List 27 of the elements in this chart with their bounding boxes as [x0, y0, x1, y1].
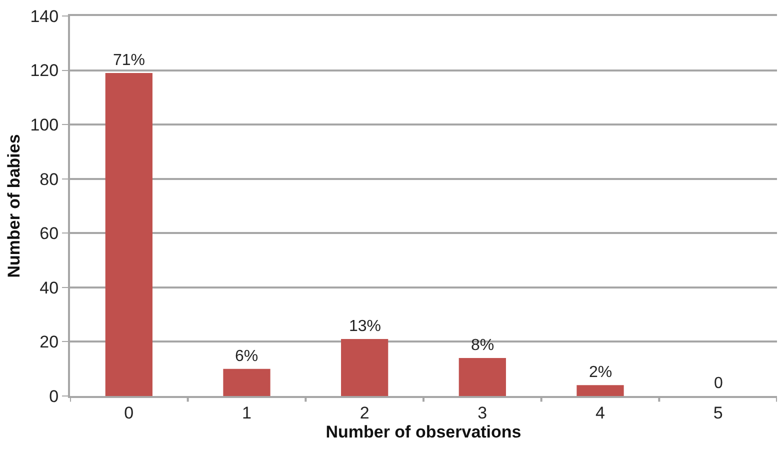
- bar: [223, 368, 270, 396]
- annotation: 0: [714, 375, 723, 392]
- y-tick-label: 100: [30, 116, 59, 135]
- y-tick-label: 140: [30, 6, 59, 26]
- y-tick-label: 40: [40, 278, 59, 298]
- annotation: 13%: [349, 318, 382, 335]
- x-tick-label: 3: [478, 403, 488, 422]
- x-tick-label: 0: [124, 403, 134, 422]
- annotation: 2%: [589, 364, 612, 381]
- y-tick-label: 20: [40, 332, 59, 352]
- y-tick-label: 60: [40, 224, 59, 244]
- y-axis-title: Number of babies: [4, 134, 24, 278]
- annotation: 8%: [471, 337, 494, 354]
- annotation: 6%: [235, 348, 258, 365]
- y-tick-label: 120: [30, 61, 59, 80]
- x-tick-label: 5: [713, 403, 723, 422]
- x-tick-label: 2: [360, 403, 370, 422]
- x-tick-label: 4: [596, 403, 605, 422]
- bar: [458, 358, 506, 396]
- bar: [105, 73, 152, 396]
- x-axis-title: Number of observations: [326, 422, 522, 442]
- y-tick-label: 80: [40, 170, 59, 189]
- annotation: 71%: [113, 52, 146, 69]
- bar: [576, 385, 624, 396]
- bar: [341, 339, 388, 396]
- x-tick-label: 1: [242, 403, 252, 422]
- y-tick-label: 0: [49, 386, 59, 406]
